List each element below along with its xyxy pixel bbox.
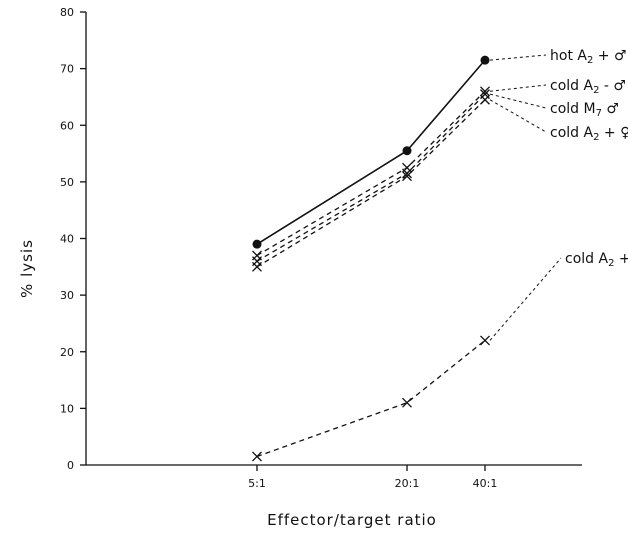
- y-tick-label: 30: [60, 289, 74, 302]
- axes: [85, 12, 582, 466]
- data-point: [480, 55, 490, 65]
- data-point: [480, 86, 490, 97]
- series-label-leader: [489, 84, 547, 92]
- series-label-leader: [489, 99, 547, 133]
- series-line: [256, 59, 486, 245]
- y-tick-label: 80: [60, 6, 74, 19]
- y-tick-label: 60: [60, 119, 74, 132]
- data-point: [402, 171, 412, 182]
- x-tick-label: 20:1: [395, 477, 420, 490]
- y-ticks: 0 10 20 30 40 50 60 70 80: [60, 6, 86, 472]
- x-axis-title: Effector/target ratio: [267, 511, 437, 529]
- data-point: [402, 168, 412, 179]
- y-tick-label: 20: [60, 346, 74, 359]
- data-point: [252, 239, 262, 249]
- y-tick-label: 0: [67, 459, 74, 472]
- series-group: [252, 55, 490, 462]
- x-tick-label: 40:1: [473, 477, 498, 490]
- data-point: [480, 335, 490, 346]
- data-point: [252, 451, 262, 462]
- series-label: cold A2 - ♂: [550, 78, 626, 96]
- data-point: [252, 261, 262, 272]
- series-label: cold A2 + ♀: [550, 125, 628, 143]
- series-label: cold A2 + ♂: [565, 251, 628, 269]
- series-label: cold M7 ♂: [550, 101, 619, 119]
- y-tick-label: 10: [60, 402, 74, 415]
- data-point: [402, 397, 412, 408]
- y-axis-title: % lysis: [18, 239, 36, 298]
- series-label-leader: [489, 257, 562, 341]
- x-ticks: 5:1 20:1 40:1: [248, 465, 497, 490]
- data-point: [402, 146, 412, 156]
- series-label: hot A2 + ♂: [550, 48, 627, 66]
- series-label-leader: [489, 93, 547, 109]
- series-labels: hot A2 + ♂ cold A2 - ♂ cold M7 ♂ cold A2 + …: [489, 48, 628, 341]
- series-line: [256, 339, 486, 458]
- y-tick-label: 70: [60, 63, 74, 76]
- series-label-leader: [489, 54, 547, 61]
- data-point: [480, 94, 490, 105]
- x-tick-label: 5:1: [248, 477, 266, 490]
- y-tick-label: 40: [60, 233, 74, 246]
- y-tick-label: 50: [60, 176, 74, 189]
